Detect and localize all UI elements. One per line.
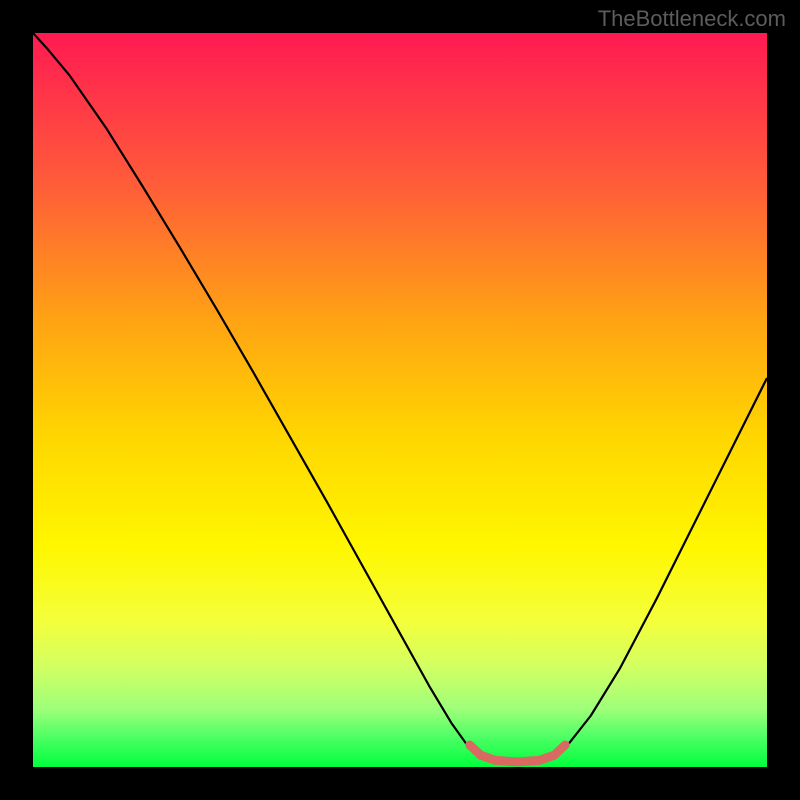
bottleneck-curve-chart — [33, 33, 767, 767]
gradient-background — [33, 33, 767, 767]
chart-plot-area — [33, 33, 767, 767]
watermark-text: TheBottleneck.com — [598, 6, 786, 32]
